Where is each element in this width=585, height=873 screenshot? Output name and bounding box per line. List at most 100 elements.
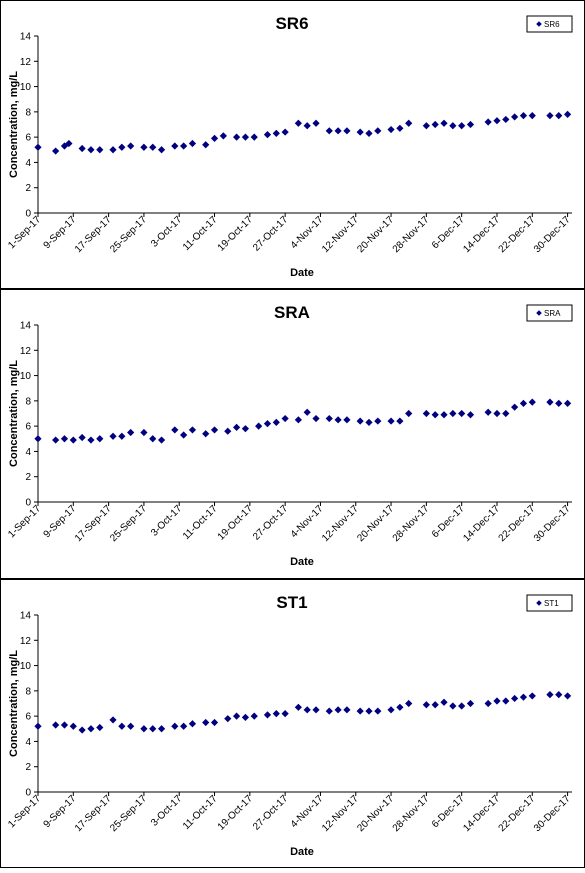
data-point	[69, 722, 77, 730]
data-point	[502, 115, 510, 124]
data-point	[202, 718, 210, 727]
data-point	[334, 706, 342, 714]
chart-title: ST1	[276, 593, 307, 612]
legend-marker	[536, 310, 542, 316]
data-point	[365, 129, 373, 137]
data-point	[511, 113, 519, 121]
legend: SRA	[526, 304, 573, 322]
data-point	[263, 711, 272, 719]
data-point	[466, 699, 475, 708]
data-point	[356, 707, 364, 715]
data-point	[546, 398, 554, 406]
data-point	[466, 120, 475, 129]
legend-label: SRA	[544, 309, 561, 318]
data-point	[140, 428, 148, 437]
data-point	[356, 417, 364, 425]
data-point	[422, 701, 430, 709]
data-point	[528, 398, 536, 406]
data-point	[294, 703, 302, 711]
data-point	[519, 112, 528, 120]
y-tick-label: 10	[20, 661, 32, 672]
data-point	[502, 697, 510, 705]
data-point	[555, 399, 563, 407]
panel-border	[0, 579, 585, 868]
data-point	[422, 409, 430, 418]
data-point	[109, 146, 117, 154]
data-point	[294, 416, 302, 424]
x-axis-label: Date	[290, 846, 314, 858]
data-point	[157, 725, 166, 733]
legend-box	[526, 594, 573, 612]
y-tick-label: 4	[25, 447, 31, 458]
data-point	[140, 725, 148, 733]
data-point	[431, 411, 439, 419]
y-tick-label: 0	[25, 788, 31, 799]
data-point	[127, 428, 135, 437]
data-point	[210, 718, 219, 727]
chart-title: SR6	[275, 14, 308, 33]
y-tick-label: 14	[20, 32, 32, 43]
data-point	[34, 435, 42, 443]
data-point	[78, 144, 86, 153]
data-point	[96, 723, 104, 732]
x-axis-label: Date	[290, 267, 314, 279]
panel-border	[0, 289, 585, 579]
data-point	[374, 707, 382, 715]
y-tick-label: 14	[20, 611, 32, 622]
y-tick-label: 12	[20, 636, 32, 647]
data-point	[118, 432, 126, 440]
data-point	[312, 414, 320, 423]
data-point	[224, 715, 232, 723]
y-tick-label: 4	[25, 158, 31, 169]
data-point	[188, 720, 197, 728]
data-point	[65, 139, 73, 148]
data-point	[78, 726, 86, 734]
data-point	[466, 411, 475, 419]
data-point	[188, 426, 197, 434]
data-point	[511, 694, 519, 703]
y-axis-label: Concentration, mg/L	[8, 71, 20, 178]
data-point	[325, 127, 333, 135]
data-point	[374, 127, 382, 135]
data-point	[325, 707, 333, 715]
data-point	[52, 147, 60, 155]
data-point	[387, 706, 395, 714]
data-point	[157, 146, 166, 154]
data-point	[334, 127, 342, 135]
data-point	[387, 125, 395, 134]
data-point	[60, 721, 69, 729]
data-point	[519, 693, 528, 701]
data-point	[87, 436, 95, 444]
data-point	[232, 423, 241, 432]
data-point	[484, 408, 492, 416]
data-point	[440, 698, 448, 706]
data-point	[563, 399, 572, 407]
legend-marker	[536, 21, 542, 27]
y-tick-label: 8	[25, 396, 31, 407]
data-point	[52, 436, 60, 444]
data-point	[202, 141, 210, 149]
data-point	[263, 420, 272, 428]
data-point	[334, 416, 342, 424]
data-point	[180, 431, 188, 439]
data-point	[241, 713, 250, 722]
data-point	[219, 132, 227, 140]
data-point	[555, 112, 563, 120]
data-point	[250, 133, 258, 141]
data-point	[484, 118, 492, 126]
data-point	[272, 418, 280, 426]
chart-title: SRA	[274, 303, 310, 322]
data-point	[149, 435, 157, 443]
data-point	[396, 417, 404, 425]
data-point	[303, 706, 311, 714]
data-point	[312, 706, 320, 714]
data-point	[303, 122, 311, 130]
data-point	[511, 403, 519, 411]
legend: ST1	[526, 594, 573, 612]
data-point	[294, 119, 302, 127]
data-point	[272, 710, 280, 718]
data-point	[60, 435, 69, 443]
data-point	[365, 707, 373, 715]
data-point	[281, 710, 289, 718]
y-tick-label: 2	[25, 762, 31, 773]
